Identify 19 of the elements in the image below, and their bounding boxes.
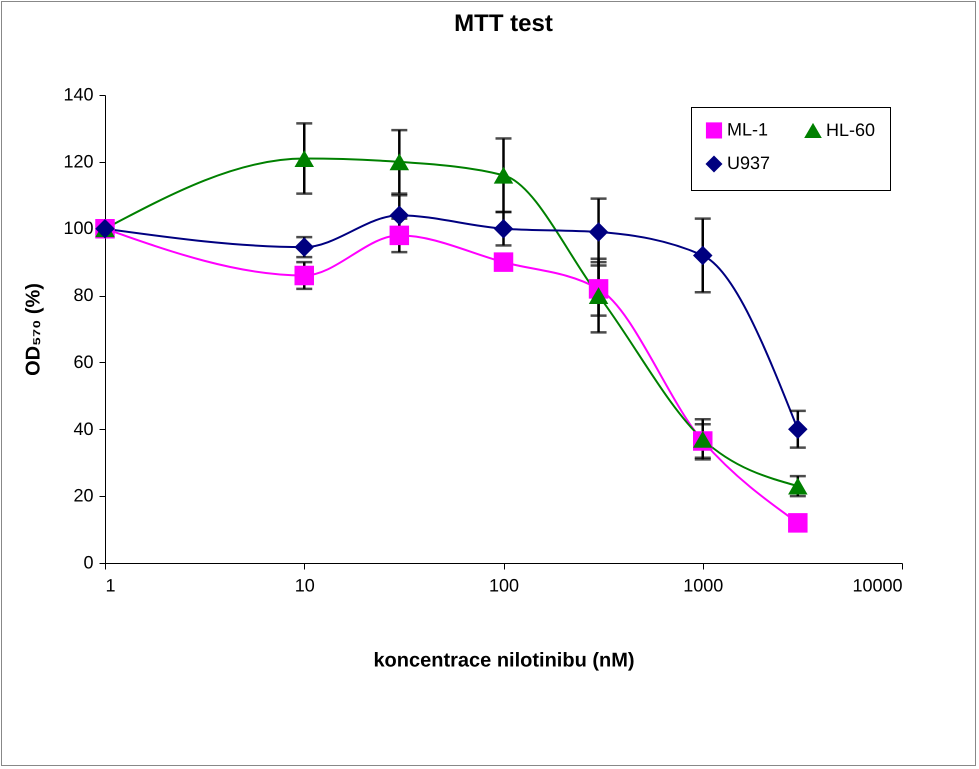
x-tick-label: 1	[106, 576, 116, 596]
y-tick-label: 100	[63, 218, 94, 238]
legend-label: U937	[727, 153, 770, 173]
y-axis-title: OD₅₇₀ (%)	[22, 283, 44, 376]
y-tick-label: 60	[73, 352, 94, 372]
x-axis-title: koncentrace nilotinibu (nM)	[373, 650, 635, 672]
legend-label: HL-60	[826, 120, 876, 140]
y-tick-label: 0	[83, 552, 94, 572]
legend-label: ML-1	[727, 119, 768, 140]
x-tick-label: 100	[488, 576, 520, 596]
y-tick-label: 40	[73, 418, 94, 439]
y-tick-label: 20	[73, 486, 94, 506]
y-tick-label: 80	[73, 285, 94, 306]
y-tick-label: 120	[63, 151, 94, 172]
x-tick-label: 1000	[683, 576, 724, 596]
chart-title: MTT test	[454, 10, 553, 37]
y-tick-label: 140	[63, 84, 94, 104]
x-tick-label: 10	[294, 576, 315, 596]
x-tick-label: 10000	[852, 576, 902, 596]
